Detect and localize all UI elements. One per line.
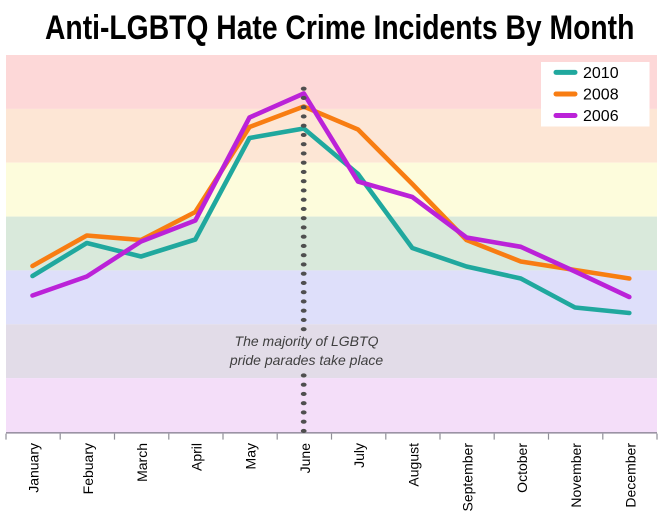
svg-text:pride parades take place: pride parades take place xyxy=(229,352,384,368)
svg-text:March: March xyxy=(134,443,150,482)
svg-text:December: December xyxy=(623,443,639,508)
svg-text:November: November xyxy=(568,443,584,508)
svg-text:2006: 2006 xyxy=(583,108,619,125)
svg-text:May: May xyxy=(243,443,259,469)
svg-text:July: July xyxy=(351,443,367,468)
svg-text:January: January xyxy=(26,443,42,493)
svg-text:Febuary: Febuary xyxy=(80,443,96,494)
svg-text:The majority of LGBTQ: The majority of LGBTQ xyxy=(235,333,379,349)
svg-text:June: June xyxy=(297,443,313,474)
svg-text:September: September xyxy=(460,443,476,512)
svg-text:April: April xyxy=(189,443,205,471)
svg-text:August: August xyxy=(406,443,422,487)
svg-text:October: October xyxy=(514,443,530,493)
svg-text:2010: 2010 xyxy=(583,65,619,82)
svg-text:2008: 2008 xyxy=(583,87,619,104)
